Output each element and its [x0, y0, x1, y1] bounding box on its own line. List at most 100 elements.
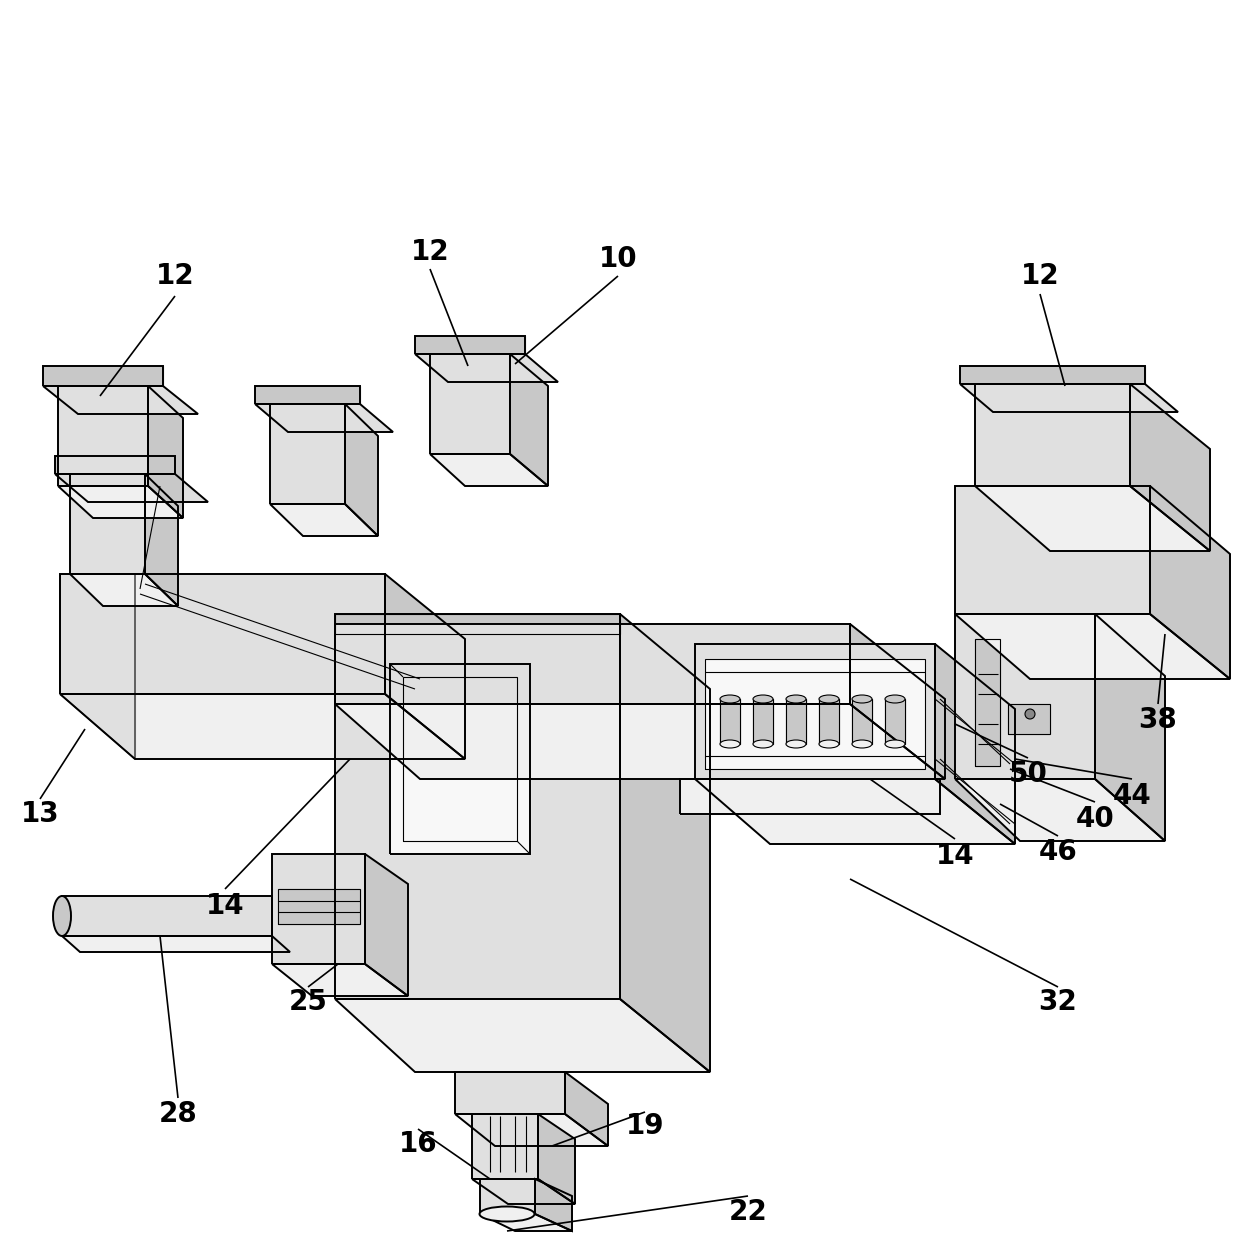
Polygon shape — [472, 1114, 538, 1178]
Polygon shape — [538, 1114, 575, 1204]
Polygon shape — [955, 615, 1230, 679]
Polygon shape — [935, 644, 1016, 844]
Polygon shape — [430, 354, 510, 454]
Text: 19: 19 — [626, 1112, 665, 1140]
Ellipse shape — [720, 695, 740, 703]
Polygon shape — [148, 386, 184, 518]
Polygon shape — [62, 937, 290, 951]
Polygon shape — [415, 336, 525, 354]
Polygon shape — [480, 1178, 534, 1214]
Polygon shape — [885, 698, 905, 744]
Polygon shape — [345, 404, 378, 536]
Polygon shape — [335, 615, 620, 1000]
Ellipse shape — [852, 740, 872, 748]
Polygon shape — [391, 664, 529, 854]
Ellipse shape — [885, 695, 905, 703]
Polygon shape — [335, 705, 945, 779]
Polygon shape — [455, 1114, 608, 1146]
Polygon shape — [365, 854, 408, 996]
Text: 12: 12 — [156, 262, 195, 290]
Text: 46: 46 — [1039, 838, 1078, 866]
Polygon shape — [1149, 486, 1230, 679]
Polygon shape — [272, 854, 365, 964]
Polygon shape — [472, 1178, 575, 1204]
Polygon shape — [255, 386, 360, 404]
Polygon shape — [60, 574, 384, 694]
Polygon shape — [272, 964, 408, 996]
Polygon shape — [680, 779, 940, 814]
Polygon shape — [935, 698, 1016, 824]
Ellipse shape — [786, 740, 806, 748]
Polygon shape — [694, 779, 1016, 844]
Polygon shape — [818, 698, 839, 744]
Polygon shape — [335, 624, 849, 705]
Polygon shape — [43, 386, 198, 413]
Polygon shape — [955, 486, 1149, 615]
Polygon shape — [852, 698, 872, 744]
Polygon shape — [270, 404, 345, 503]
Text: 38: 38 — [1138, 706, 1177, 734]
Polygon shape — [60, 694, 465, 759]
Polygon shape — [620, 615, 711, 1072]
Polygon shape — [384, 574, 465, 759]
Polygon shape — [69, 574, 179, 606]
Text: 32: 32 — [1039, 988, 1078, 1016]
Polygon shape — [430, 454, 548, 486]
Text: 12: 12 — [1021, 262, 1059, 290]
Text: 16: 16 — [399, 1130, 438, 1157]
Polygon shape — [58, 386, 148, 486]
Text: 25: 25 — [289, 988, 327, 1016]
Text: 14: 14 — [206, 892, 244, 921]
Polygon shape — [1130, 384, 1210, 552]
Ellipse shape — [480, 1207, 534, 1222]
Polygon shape — [786, 698, 806, 744]
Polygon shape — [955, 779, 1166, 842]
Text: 10: 10 — [599, 246, 637, 273]
Text: 13: 13 — [21, 800, 60, 828]
Polygon shape — [706, 659, 925, 769]
Polygon shape — [510, 354, 548, 486]
Polygon shape — [480, 1214, 572, 1232]
Ellipse shape — [53, 896, 71, 937]
Ellipse shape — [818, 740, 839, 748]
Polygon shape — [1008, 705, 1050, 734]
Polygon shape — [60, 574, 135, 759]
Ellipse shape — [818, 695, 839, 703]
Polygon shape — [565, 1072, 608, 1146]
Polygon shape — [403, 677, 517, 842]
Text: 40: 40 — [1075, 805, 1115, 833]
Ellipse shape — [753, 695, 773, 703]
Polygon shape — [975, 639, 999, 766]
Polygon shape — [1095, 615, 1166, 842]
Text: 44: 44 — [1112, 782, 1152, 810]
Polygon shape — [415, 354, 558, 383]
Polygon shape — [43, 366, 162, 386]
Polygon shape — [55, 474, 208, 502]
Text: 12: 12 — [410, 238, 449, 267]
Polygon shape — [335, 1000, 711, 1072]
Polygon shape — [278, 888, 360, 924]
Polygon shape — [270, 503, 378, 536]
Polygon shape — [335, 615, 620, 634]
Polygon shape — [753, 698, 773, 744]
Polygon shape — [62, 896, 272, 937]
Circle shape — [1025, 710, 1035, 719]
Text: 22: 22 — [729, 1198, 768, 1227]
Polygon shape — [255, 404, 393, 432]
Polygon shape — [975, 486, 1210, 552]
Polygon shape — [145, 474, 179, 606]
Text: 50: 50 — [1008, 760, 1048, 789]
Polygon shape — [955, 615, 1095, 779]
Polygon shape — [534, 1178, 572, 1232]
Polygon shape — [975, 384, 1130, 486]
Polygon shape — [960, 384, 1178, 412]
Ellipse shape — [852, 695, 872, 703]
Polygon shape — [960, 366, 1145, 384]
Ellipse shape — [753, 740, 773, 748]
Text: 28: 28 — [159, 1099, 197, 1128]
Polygon shape — [55, 457, 175, 474]
Polygon shape — [58, 486, 184, 518]
Ellipse shape — [885, 740, 905, 748]
Ellipse shape — [720, 740, 740, 748]
Polygon shape — [694, 644, 935, 779]
